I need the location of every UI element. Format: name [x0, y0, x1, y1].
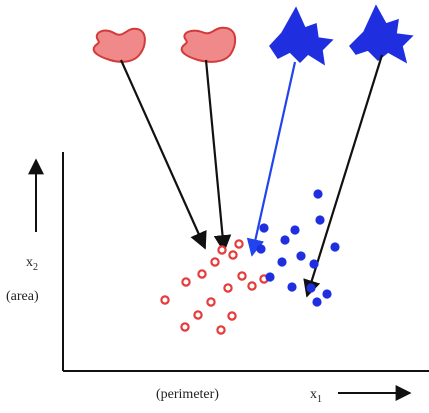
class-a-point	[217, 245, 227, 255]
class-a-point	[160, 295, 170, 305]
class-b-point	[287, 282, 297, 292]
class-b-point	[322, 289, 332, 299]
mapping-arrow	[246, 61, 297, 257]
class-b-point	[296, 251, 306, 261]
x-axis-description: (perimeter)	[156, 387, 219, 402]
class-a-point	[227, 311, 237, 321]
class-a-point	[193, 310, 203, 320]
class-b-point	[265, 272, 275, 282]
class-b-point	[315, 215, 325, 225]
mapping-arrow	[119, 59, 207, 250]
class-a-point	[210, 257, 220, 267]
class-b-point	[306, 283, 316, 293]
x-axis-symbol: x1	[310, 387, 322, 405]
class-b-point	[330, 242, 340, 252]
y-axis-description: (area)	[6, 289, 39, 304]
class-b-point	[277, 257, 287, 267]
class-a-point	[181, 277, 191, 287]
class-b-point	[256, 244, 266, 254]
class-a-point	[216, 325, 226, 335]
class-b-point	[313, 189, 323, 199]
class-a-point	[223, 283, 233, 293]
class-b-point	[280, 235, 290, 245]
class-a-point	[197, 269, 207, 279]
class-b-shape-icon	[269, 6, 334, 66]
y-axis-symbol: x2	[26, 255, 38, 273]
mapping-arrow	[303, 54, 384, 298]
class-b-point	[309, 259, 319, 269]
class-a-point	[234, 239, 244, 249]
class-b-point	[290, 225, 300, 235]
class-b-point	[259, 223, 269, 233]
class-a-point	[247, 281, 257, 291]
class-a-point	[180, 322, 190, 332]
class-b-point	[312, 297, 322, 307]
mapping-arrow	[204, 59, 232, 253]
class-a-points	[160, 239, 269, 335]
class-a-shape-icon	[180, 26, 237, 63]
class-b-shape-icon	[349, 4, 414, 64]
class-a-point	[228, 250, 238, 260]
class-a-point	[206, 297, 216, 307]
class-b-points	[256, 189, 340, 307]
class-a-shape-icon	[92, 27, 146, 63]
class-a-point	[237, 271, 247, 281]
